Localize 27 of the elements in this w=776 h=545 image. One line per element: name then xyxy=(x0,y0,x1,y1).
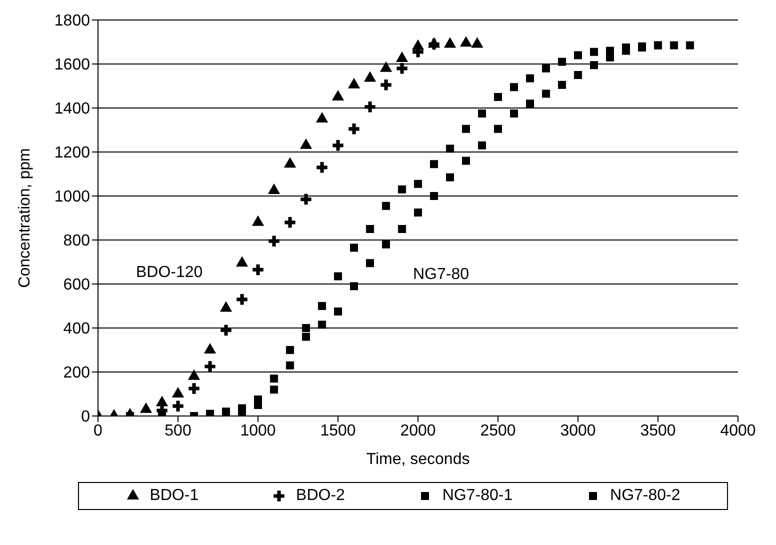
annotation: NG7-80 xyxy=(413,266,470,284)
x-tick-label: 500 xyxy=(164,422,192,440)
x-axis-title: Time, seconds xyxy=(366,451,470,468)
y-tick-label: 1600 xyxy=(54,56,90,74)
x-tick-label: 1500 xyxy=(320,422,356,440)
y-tick-label: 1000 xyxy=(54,188,90,206)
x-tick-label: 0 xyxy=(94,422,103,440)
y-axis-title: Concentration, ppm xyxy=(16,148,34,288)
legend-label: BDO-1 xyxy=(150,487,199,505)
annotation: BDO-120 xyxy=(136,264,203,282)
y-tick-label: 800 xyxy=(63,232,90,250)
y-tick-label: 1800 xyxy=(54,12,90,30)
x-tick-label: 3000 xyxy=(560,422,596,440)
y-tick-label: 200 xyxy=(63,364,90,382)
x-tick-label: 2000 xyxy=(400,422,436,440)
y-tick-label: 1400 xyxy=(54,100,90,118)
y-tick-label: 600 xyxy=(63,276,90,294)
legend-label: NG7-80-2 xyxy=(610,487,680,505)
x-tick-label: 2500 xyxy=(480,422,516,440)
y-tick-label: 1200 xyxy=(54,144,90,162)
x-tick-label: 4000 xyxy=(720,422,756,440)
legend-label: NG7-80-1 xyxy=(442,487,513,505)
y-tick-label: 0 xyxy=(81,408,90,426)
x-tick-label: 3500 xyxy=(640,422,676,440)
x-tick-label: 1000 xyxy=(240,422,276,440)
legend-label: BDO-2 xyxy=(296,487,345,505)
y-tick-label: 400 xyxy=(63,320,90,338)
